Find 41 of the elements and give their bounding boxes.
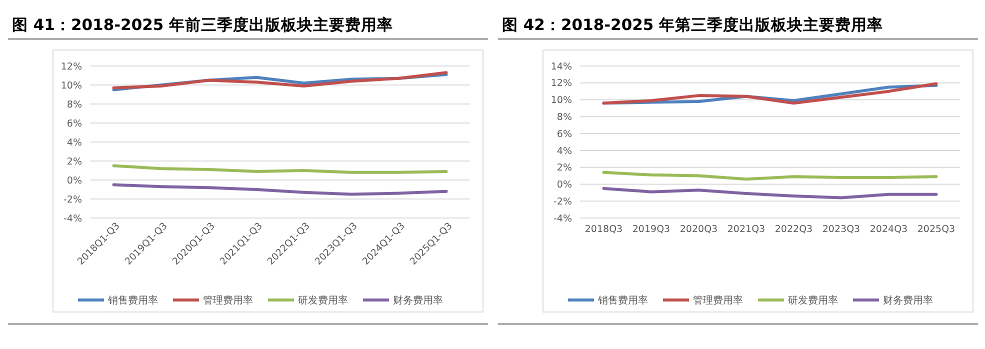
legend-label: 研发费用率 [788,294,838,306]
legend-label: 研发费用率 [298,294,348,306]
x-tick-label: 2024Q3 [870,224,908,235]
y-tick-label: 8% [556,112,572,123]
y-tick-label: 4% [556,146,572,157]
y-tick-label: 14% [550,61,572,72]
x-tick-label: 2022Q3 [774,224,813,235]
x-tick-label: 2023Q3 [822,224,860,235]
y-tick-label: 0% [66,175,82,186]
chart-title: 图 41：2018-2025 年前三季度出版板块主要费用率 [12,15,394,34]
y-tick-label: 12% [550,78,572,90]
y-tick-label: 12% [60,61,82,72]
x-tick-label: 2021Q3 [727,224,766,235]
y-tick-label: 2% [66,156,82,168]
chart-title: 图 42：2018-2025 年第三季度出版板块主要费用率 [502,15,884,34]
y-tick-label: 6% [556,128,572,140]
y-tick-label: 10% [60,80,82,92]
legend-label: 管理费用率 [203,294,253,306]
y-tick-label: -2% [64,194,82,206]
legend-label: 管理费用率 [693,294,743,306]
x-tick-label: 2019Q3 [632,224,670,235]
y-tick-label: 0% [556,180,572,191]
line-series [112,183,448,196]
y-tick-label: -2% [554,196,572,208]
legend-label: 销售费用率 [597,294,648,306]
x-tick-label: 2025Q3 [917,224,956,235]
y-tick-label: 2% [556,162,572,174]
y-tick-label: 10% [550,95,572,106]
y-tick-label: 8% [66,99,82,110]
y-tick-label: 4% [66,137,82,148]
x-tick-label: 2018Q3 [584,224,623,235]
line-series [112,164,448,174]
x-tick-label: 2020Q3 [680,224,718,235]
line-series [602,186,938,200]
legend-label: 财务费用率 [883,294,933,306]
y-tick-label: 6% [66,118,82,130]
line-series [602,170,938,181]
y-tick-label: -4% [64,213,82,224]
legend-label: 财务费用率 [393,294,443,306]
legend-label: 销售费用率 [107,294,158,306]
y-tick-label: -4% [554,213,572,224]
